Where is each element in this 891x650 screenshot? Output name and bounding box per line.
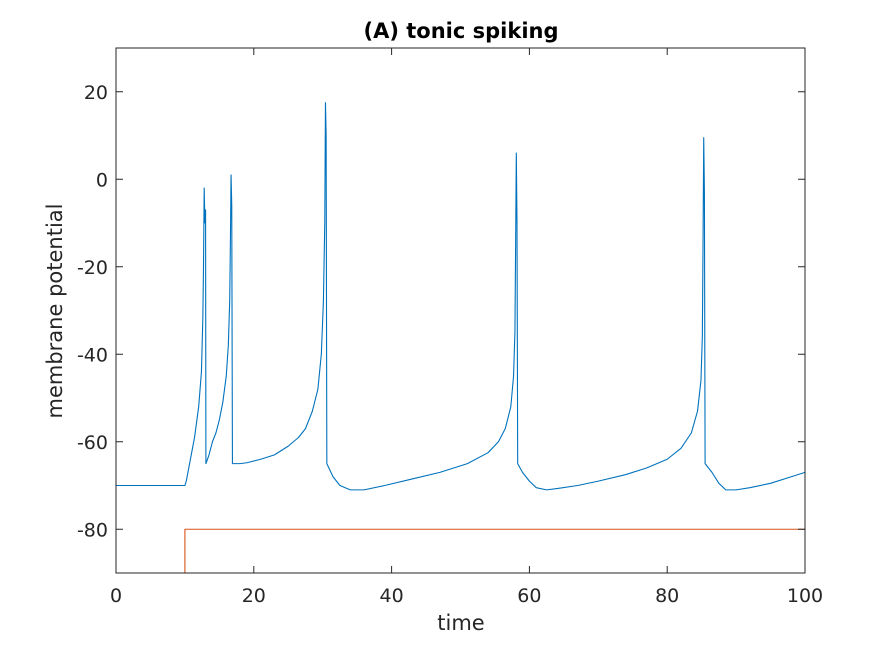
y-tick-label: -80 bbox=[77, 519, 108, 541]
series-layer bbox=[116, 102, 806, 574]
x-tick-label: 80 bbox=[655, 585, 679, 607]
x-tick-label: 60 bbox=[517, 585, 541, 607]
plot-frame bbox=[115, 47, 806, 574]
series-line-1 bbox=[116, 102, 806, 491]
y-tick-label: 20 bbox=[84, 82, 108, 104]
x-tick-label: 40 bbox=[380, 585, 404, 607]
y-tick-label: -40 bbox=[77, 344, 108, 366]
x-tick-label: 20 bbox=[242, 585, 266, 607]
y-tick-label: -20 bbox=[77, 257, 108, 279]
x-axis-label: time bbox=[437, 611, 484, 635]
x-tick-label: 0 bbox=[110, 585, 122, 607]
y-tick-label: 0 bbox=[96, 169, 108, 191]
y-axis-label: membrane potential bbox=[43, 204, 67, 419]
x-tick-label: 100 bbox=[787, 585, 823, 607]
series-line-2 bbox=[116, 528, 805, 574]
chart-title: (A) tonic spiking bbox=[363, 19, 558, 43]
x-axis-ticks: 0 20 40 60 80 100 bbox=[110, 48, 823, 607]
y-axis-ticks: -80 -60 -40 -20 0 20 bbox=[77, 82, 805, 541]
y-tick-label: -60 bbox=[77, 432, 108, 454]
